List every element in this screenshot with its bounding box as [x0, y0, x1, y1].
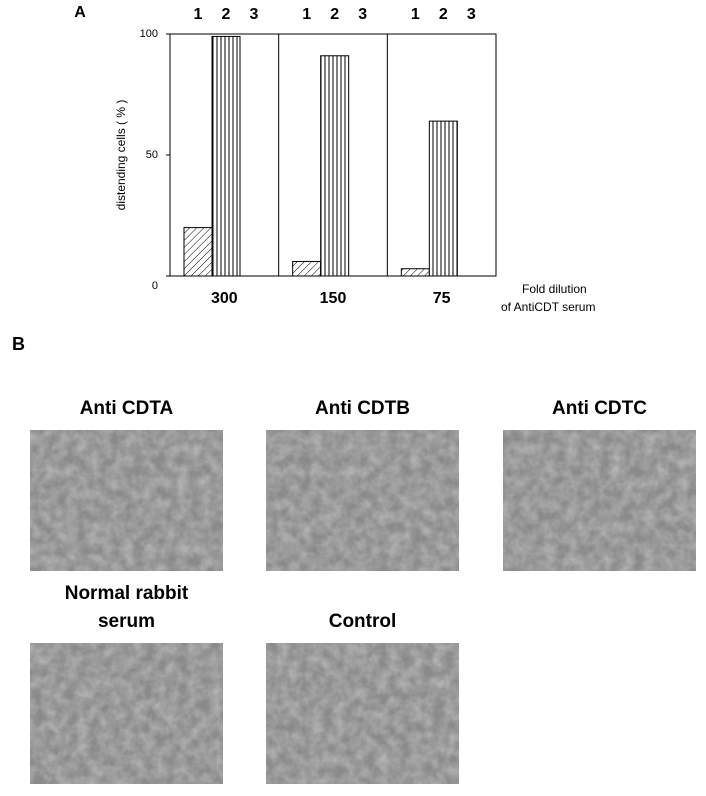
image-caption: Control: [329, 611, 397, 632]
series-label: 1: [302, 6, 311, 23]
bar: [292, 260, 322, 277]
y-tick-label: 0: [152, 280, 158, 292]
bar-chart: 0 50 100 300 1 2 3 150 1 2 3 75 1 2 3: [140, 6, 497, 307]
micrograph-texture: [30, 430, 223, 571]
y-tick-label: 50: [146, 149, 158, 161]
x-tick-label: 75: [433, 290, 451, 307]
image-caption: Anti CDTC: [552, 398, 647, 419]
bar: [183, 227, 213, 277]
bar: [320, 55, 350, 277]
micrographs: Anti CDTA Anti CDTB Anti CDTC Normal rabbit…: [30, 398, 696, 784]
micrograph-texture: [266, 430, 459, 571]
image-caption: Anti CDTB: [315, 398, 410, 419]
series-label: 3: [467, 6, 476, 23]
bar: [428, 120, 458, 277]
micrograph-texture: [266, 643, 459, 784]
y-tick-label: 100: [140, 28, 158, 40]
x-axis-label: Fold dilution: [522, 282, 587, 296]
x-tick-label: 150: [320, 290, 347, 307]
panel-label: B: [12, 334, 25, 354]
y-axis-label: distending cells ( % ): [114, 100, 128, 211]
x-tick-label: 300: [211, 290, 238, 307]
image-caption: Anti CDTA: [80, 398, 174, 419]
series-label: 2: [222, 6, 231, 23]
bar: [211, 35, 241, 277]
series-label: 2: [330, 6, 339, 23]
bar: [400, 268, 430, 277]
series-label: 1: [411, 6, 420, 23]
x-axis-label: of AntiCDT serum: [501, 300, 595, 314]
image-caption: serum: [98, 611, 155, 632]
panel-label: A: [74, 4, 86, 21]
series-label: 3: [250, 6, 259, 23]
image-caption: Normal rabbit: [65, 583, 189, 604]
series-label: 3: [358, 6, 367, 23]
micrograph-texture: [503, 430, 696, 571]
micrograph-texture: [30, 643, 223, 784]
series-label: 1: [194, 6, 203, 23]
series-label: 2: [439, 6, 448, 23]
